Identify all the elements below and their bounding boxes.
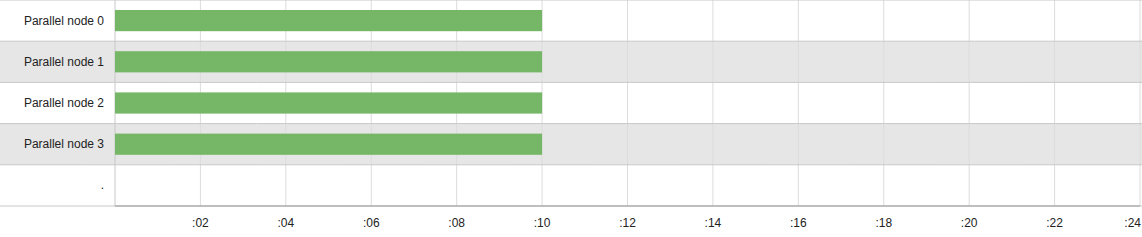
category-label: Parallel node 1 <box>24 55 104 69</box>
tick-label: :18 <box>875 216 892 230</box>
row-separator <box>0 123 1142 124</box>
x-axis-line <box>115 206 1140 207</box>
row-background <box>0 0 1142 41</box>
tick-label: :14 <box>705 216 722 230</box>
tick-label: :06 <box>363 216 380 230</box>
row-separator <box>0 82 1142 83</box>
tick-label: :12 <box>619 216 636 230</box>
row-background <box>0 165 1142 206</box>
tick-label: :20 <box>961 216 978 230</box>
row-background <box>0 41 1142 82</box>
grid-line <box>883 0 884 206</box>
row-separator <box>0 164 1142 165</box>
chart: Parallel node 0 Parallel node 1 Parallel n… <box>0 0 1142 237</box>
row-background <box>0 124 1142 165</box>
grid-line <box>969 0 970 206</box>
tick-label: :04 <box>277 216 294 230</box>
grid-line <box>1054 0 1055 206</box>
category-label: Parallel node 2 <box>24 96 104 110</box>
bars <box>115 10 542 155</box>
grid-line <box>1140 0 1141 206</box>
bar <box>115 10 542 31</box>
tick-label: :10 <box>534 216 551 230</box>
tick-label: :22 <box>1046 216 1063 230</box>
row-background <box>0 82 1142 123</box>
row-separator <box>0 206 1142 207</box>
tick-label: :16 <box>790 216 807 230</box>
tick-label: :08 <box>448 216 465 230</box>
tick-label: :02 <box>192 216 209 230</box>
row-separator <box>0 41 1142 42</box>
category-label: Parallel node 3 <box>24 137 104 151</box>
bar <box>115 92 542 113</box>
bar <box>115 134 542 155</box>
grid-line <box>798 0 799 206</box>
row-separator <box>0 0 1142 1</box>
bar <box>115 51 542 72</box>
category-label: Parallel node 0 <box>24 14 104 28</box>
grid-line <box>627 0 628 206</box>
grid-line <box>712 0 713 206</box>
tick-label: :24 <box>1124 216 1141 230</box>
category-label: . <box>101 178 104 192</box>
